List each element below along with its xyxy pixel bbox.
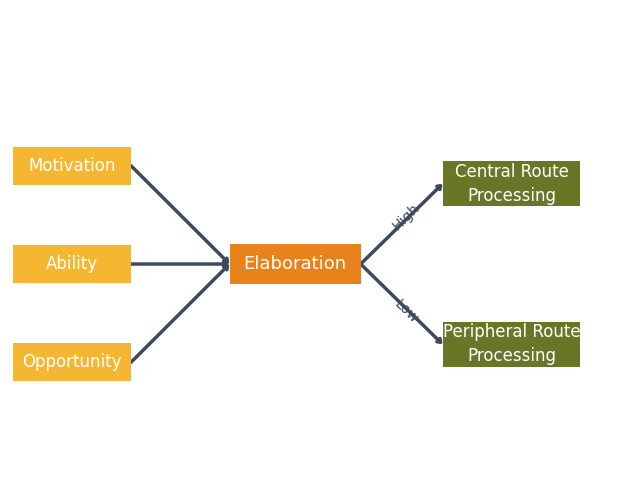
Text: Low: Low	[392, 297, 421, 326]
Text: Elaboration Likelihood Model: Elaboration Likelihood Model	[83, 18, 540, 46]
FancyBboxPatch shape	[443, 322, 581, 367]
FancyBboxPatch shape	[13, 343, 131, 381]
FancyBboxPatch shape	[13, 245, 131, 283]
FancyBboxPatch shape	[229, 244, 361, 284]
Text: Opportunity: Opportunity	[22, 353, 122, 371]
Text: High: High	[391, 201, 423, 233]
FancyBboxPatch shape	[13, 147, 131, 185]
Text: Ability: Ability	[46, 255, 98, 273]
Text: Peripheral Route
Processing: Peripheral Route Processing	[443, 323, 581, 365]
Text: Central Route
Processing: Central Route Processing	[455, 163, 568, 205]
Text: Motivation: Motivation	[29, 157, 116, 175]
Text: Elaboration: Elaboration	[244, 255, 346, 273]
FancyBboxPatch shape	[443, 161, 581, 206]
